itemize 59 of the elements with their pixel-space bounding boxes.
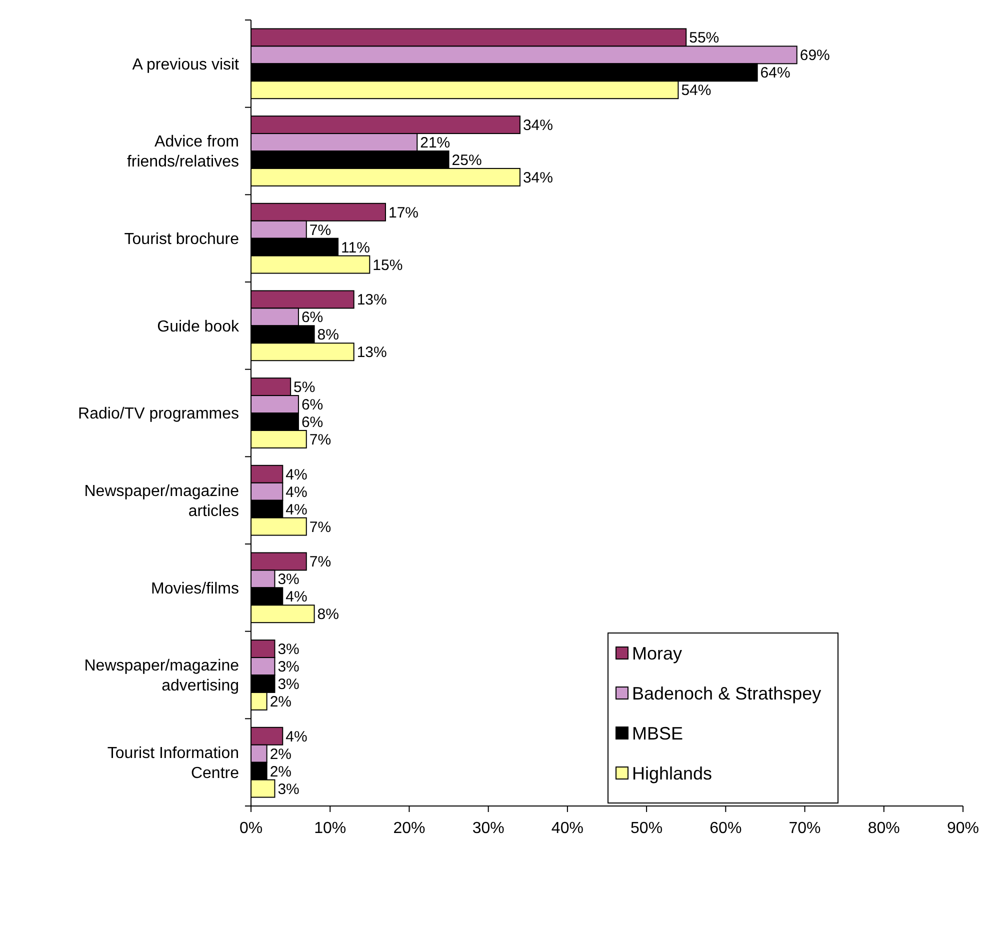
data-label: 7% [309, 518, 332, 536]
y-tick-label: Advice from friends/relatives [126, 134, 239, 171]
x-tick-label: 70% [788, 820, 821, 837]
x-tick-label: 60% [710, 820, 742, 837]
data-label: 4% [286, 588, 308, 606]
legend-label: Badenoch & Strathspey [632, 683, 822, 704]
data-label: 6% [301, 414, 324, 431]
data-label: 21% [420, 134, 450, 152]
data-label: 34% [522, 117, 554, 134]
x-tick-label: 40% [551, 820, 584, 837]
data-label: 3% [278, 676, 300, 693]
data-label: 8% [317, 606, 339, 624]
y-tick-label: A previous visit [132, 56, 240, 74]
y-tick-label: Newspaper/magazine articles [84, 482, 240, 520]
data-label: 6% [301, 396, 324, 414]
y-tick-label: Tourist Information Centre [107, 744, 240, 782]
legend-label: MBSE [632, 723, 684, 744]
y-tick-label: Radio/TV programmes [78, 406, 239, 423]
legend-label: Highlands [632, 763, 712, 784]
y-tick-label: Movies/films [150, 580, 239, 598]
data-label: 2% [270, 763, 292, 780]
x-tick-label: 10% [314, 820, 346, 837]
data-label: 2% [270, 693, 292, 710]
data-label: 3% [278, 780, 300, 798]
data-label: 5% [294, 379, 316, 396]
data-label: 4% [286, 501, 308, 518]
data-label: 7% [309, 222, 332, 239]
data-label: 11% [341, 239, 370, 256]
data-label: 2% [270, 746, 292, 763]
y-tick-label: Newspaper/magazine advertising [84, 658, 240, 695]
data-label: 64% [760, 64, 790, 82]
data-label: 8% [317, 326, 339, 344]
x-tick-label: 90% [946, 820, 980, 837]
data-label: 3% [278, 658, 300, 676]
x-tick-label: 50% [630, 820, 663, 837]
data-label: 34% [522, 169, 554, 186]
data-label: 7% [309, 554, 332, 571]
data-label: 13% [356, 344, 387, 362]
data-label: 4% [286, 466, 308, 484]
data-label: 3% [278, 641, 300, 658]
x-tick-label: 30% [472, 820, 504, 837]
data-label: 25% [452, 152, 482, 169]
data-label: 69% [800, 47, 830, 64]
data-label: 13% [356, 292, 387, 309]
y-tick-label: Guide book [157, 318, 240, 336]
data-label: 7% [309, 431, 332, 448]
legend-label: Moray [632, 643, 682, 664]
data-label: 4% [286, 728, 308, 746]
x-tick-label: 80% [868, 820, 900, 837]
data-label: 55% [689, 30, 720, 47]
data-label: 4% [286, 484, 308, 501]
data-label: 6% [301, 309, 324, 326]
y-tick-label: Tourist brochure [124, 230, 240, 248]
x-tick-label: 20% [393, 820, 426, 837]
data-label: 15% [372, 256, 403, 274]
data-label: 54% [681, 82, 712, 100]
x-tick-label: 0% [239, 820, 263, 837]
data-label: 3% [278, 571, 300, 588]
data-label: 17% [388, 204, 419, 222]
